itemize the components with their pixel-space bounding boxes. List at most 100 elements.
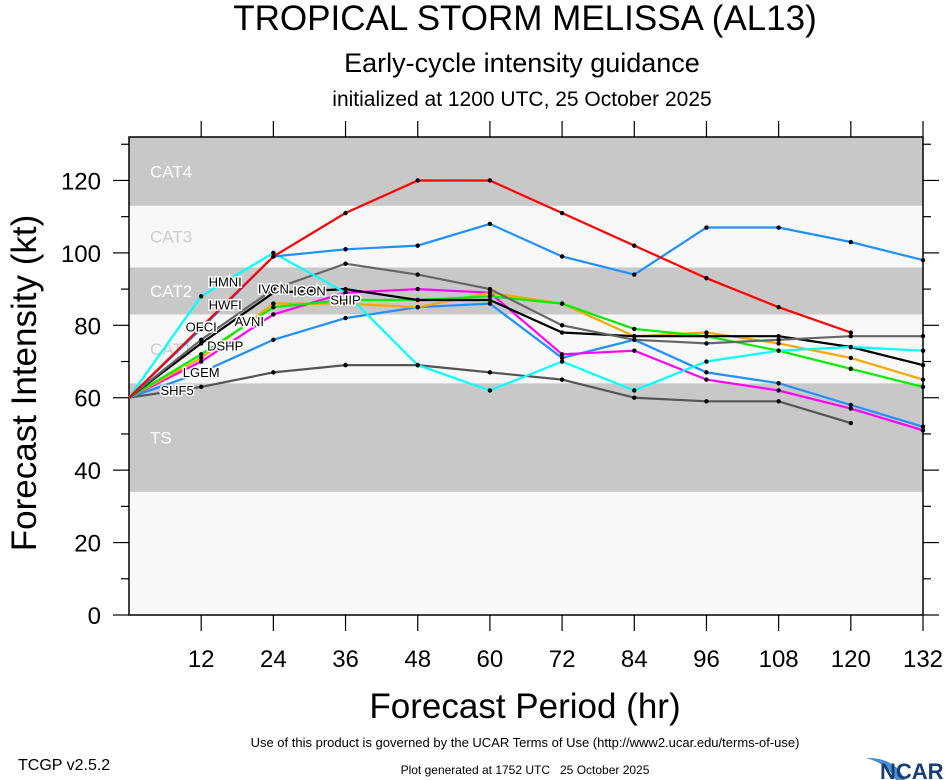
data-point-ofci [848, 330, 854, 335]
data-point-ivcn [848, 333, 854, 339]
band-cat1 [129, 314, 923, 384]
chart-title: TROPICAL STORM MELISSA (AL13) [233, 0, 817, 38]
data-point-shf5 [848, 420, 854, 426]
series-line-dshp [128, 287, 924, 432]
data-point-ivcn [487, 286, 493, 292]
data-point-dshp [704, 377, 709, 382]
x-tick-label: 120 [831, 646, 871, 673]
data-point-ship [487, 294, 493, 299]
data-point-shf5 [776, 399, 781, 404]
data-point-hmni [343, 290, 348, 295]
data-point-ofci [415, 178, 420, 183]
chart-init-time: initialized at 1200 UTC, 25 October 2025 [332, 88, 711, 111]
data-point-icon [776, 333, 781, 339]
data-point-lgem [198, 370, 204, 375]
data-point-lgem [271, 337, 276, 342]
series-label: SHIP [330, 293, 360, 308]
data-point-ivcn [632, 337, 637, 342]
data-point-shf5 [632, 395, 637, 400]
data-point-dshp [920, 428, 926, 433]
series-line-hmni [128, 251, 924, 399]
ncar-logo: NCAR [866, 757, 944, 780]
data-point-hmni [487, 388, 493, 393]
data-point-hwfi [415, 243, 420, 248]
data-point-ship [920, 384, 926, 390]
y-tick-label: 120 [61, 168, 101, 195]
band-ts [129, 383, 923, 492]
x-axis-label: Forecast Period (hr) [369, 687, 680, 726]
y-tick-label: 80 [74, 313, 101, 340]
series-lines [128, 178, 926, 433]
chart-subtitle: Early-cycle intensity guidance [344, 48, 700, 78]
series-label: OFCI [186, 320, 217, 335]
data-point-shf5 [559, 377, 565, 382]
x-tick-label: 60 [477, 646, 504, 673]
data-point-ship [632, 326, 637, 332]
data-point-ivcn [343, 261, 348, 266]
data-point-hmni [704, 359, 709, 364]
y-axis-label: Forecast Intensity (kt) [5, 215, 44, 551]
data-point-hwfi [632, 272, 637, 277]
y-tick-label: 100 [61, 241, 101, 268]
data-point-avni [704, 330, 709, 335]
series-line-ivcn [128, 262, 923, 399]
data-point-hwfi [487, 221, 493, 227]
band-label: CAT2 [150, 282, 192, 301]
y-tick-label: 60 [74, 386, 101, 413]
series-label: DSHP [207, 338, 243, 353]
data-point-dshp [415, 286, 420, 292]
terms-of-use: Use of this product is governed by the U… [251, 735, 800, 750]
data-point-avni [198, 355, 204, 361]
data-point-hwfi [848, 239, 854, 245]
data-point-avni [487, 290, 493, 295]
data-point-icon [198, 341, 204, 346]
data-point-lgem [704, 370, 709, 375]
data-point-lgem [920, 424, 926, 429]
data-point-icon [487, 297, 493, 303]
series-label: SHF5 [160, 383, 193, 398]
data-point-lgem [559, 355, 565, 361]
data-point-ofci [343, 210, 348, 216]
data-point-shf5 [343, 362, 348, 368]
data-point-icon [271, 290, 276, 295]
band-label: TS [150, 429, 172, 448]
data-point-avni [848, 355, 854, 361]
data-point-ship [271, 304, 276, 310]
x-tick-label: 108 [759, 646, 799, 673]
ncar-logo-swoosh [866, 757, 905, 780]
y-tick-label: 20 [74, 531, 101, 558]
data-point-dshp [198, 359, 204, 364]
data-point-avni [415, 304, 420, 310]
data-point-hmni [559, 359, 565, 364]
data-point-shf5 [271, 370, 276, 375]
data-point-ivcn [415, 272, 420, 277]
ncar-logo-text: NCAR [880, 759, 944, 780]
series-labels: OFCI HWFI HMNI SHF5 LGEM DSHP IVCN ICON AVNI SHIP [159, 273, 362, 400]
data-point-ivcn [704, 341, 709, 346]
x-tick-label: 72 [549, 646, 576, 673]
series-line-avni [128, 291, 924, 399]
series-label: HWFI [209, 297, 242, 312]
y-tick-label: 0 [88, 603, 101, 630]
data-point-shf5 [487, 370, 493, 375]
data-point-hmni [271, 250, 276, 256]
data-point-ofci [704, 276, 709, 281]
data-point-ship [343, 297, 348, 303]
data-point-avni [343, 301, 348, 306]
data-point-ivcn [198, 337, 204, 342]
x-tick-label: 132 [903, 646, 943, 673]
data-point-ivcn [271, 286, 276, 292]
data-point-hmni [198, 294, 204, 299]
series-line-icon [128, 287, 924, 399]
data-point-hmni [776, 348, 781, 353]
data-point-hmni [415, 362, 420, 368]
y-tick-label: 40 [74, 458, 101, 485]
data-point-hwfi [704, 225, 709, 230]
data-point-avni [920, 377, 926, 382]
data-point-avni [271, 301, 276, 306]
band-label: CAT3 [150, 228, 192, 247]
x-tick-label: 24 [260, 646, 287, 673]
x-tick-label: 48 [404, 646, 431, 673]
data-point-icon [632, 333, 637, 339]
